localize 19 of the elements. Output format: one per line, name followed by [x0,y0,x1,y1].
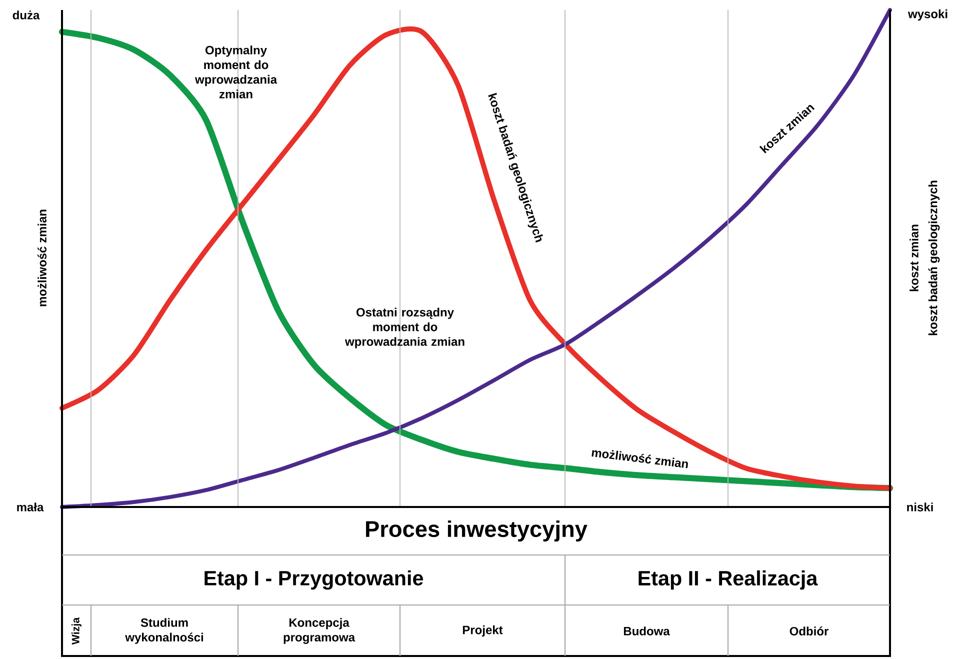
annotation: Optymalny moment do wprowadzania zmian [194,46,278,98]
text: Etap I - Przygotowanie [204,570,424,590]
text: duża [12,10,40,20]
text: Etap II - Realizacja [638,570,818,590]
text: Wizja [72,617,82,645]
text: Odbiór [790,626,829,636]
text: wysoki [908,9,948,21]
text: Budowa [624,626,670,636]
text: niski [907,502,933,512]
annotation: Ostatni rozsądny moment do wprowadzania zmian [344,308,464,348]
y2-axis-title: koszt zmian [910,224,918,292]
text: Projekt [462,625,503,637]
text: Proces inwestycyjny [366,520,588,542]
text: Koncepcja programowa [284,618,356,644]
text: koszt badań geologicznych [928,180,940,336]
y-axis-title: możliwość zmian [38,210,46,306]
text: możliwość zmian [592,450,688,468]
text: mała [17,502,44,512]
text: Studium wykonalności [125,618,204,644]
